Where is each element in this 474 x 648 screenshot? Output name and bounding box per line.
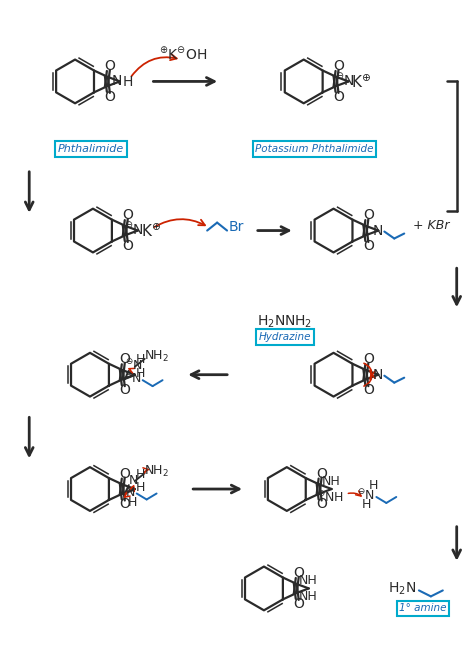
Text: NH$_2$: NH$_2$ (144, 349, 169, 364)
Text: O: O (363, 239, 374, 253)
Text: + KBr: + KBr (412, 219, 449, 232)
Text: O: O (293, 566, 304, 580)
Text: O: O (316, 467, 327, 481)
Text: O: O (363, 208, 374, 222)
Text: Potassium Phthalimide: Potassium Phthalimide (255, 144, 374, 154)
Text: $^{\ominus}$N: $^{\ominus}$N (335, 72, 355, 89)
Text: Hydrazine: Hydrazine (258, 332, 311, 342)
Text: K$^{\oplus}$: K$^{\oplus}$ (141, 223, 161, 240)
Text: N: N (126, 486, 136, 499)
Text: N: N (129, 474, 138, 487)
Text: N: N (112, 75, 122, 88)
Text: H: H (136, 468, 146, 481)
Text: O: O (119, 467, 130, 481)
Text: $^{\oplus}$K$^{\ominus}$OH: $^{\oplus}$K$^{\ominus}$OH (159, 45, 208, 62)
Text: H$_2$N: H$_2$N (388, 580, 416, 597)
Text: H: H (123, 75, 133, 89)
Text: $^{\ominus}$N: $^{\ominus}$N (124, 371, 142, 386)
Text: NH: NH (299, 590, 317, 603)
Text: $^{\ominus}$N: $^{\ominus}$N (357, 487, 375, 502)
Text: H: H (369, 479, 378, 492)
Text: H: H (362, 498, 371, 511)
Text: $^{\oplus}$NH: $^{\oplus}$NH (317, 489, 344, 504)
Text: O: O (119, 353, 130, 366)
Text: N: N (372, 367, 383, 382)
Text: O: O (122, 208, 133, 222)
Text: H: H (136, 481, 146, 494)
Text: O: O (104, 90, 115, 104)
Text: Br: Br (228, 220, 244, 233)
Text: K$^{\oplus}$: K$^{\oplus}$ (351, 74, 372, 91)
Text: H: H (136, 353, 146, 366)
Text: $^{\ominus}$N: $^{\ominus}$N (124, 221, 144, 238)
Text: N: N (372, 224, 383, 238)
Text: O: O (333, 59, 344, 73)
Text: O: O (104, 59, 115, 73)
Text: NH$_2$: NH$_2$ (144, 463, 169, 479)
Text: O: O (122, 239, 133, 253)
Text: O: O (363, 383, 374, 397)
Text: NH: NH (321, 474, 340, 487)
Text: O: O (363, 353, 374, 366)
Text: O: O (316, 498, 327, 511)
Text: NH: NH (299, 574, 317, 587)
Text: 1° amine: 1° amine (399, 603, 447, 613)
Text: O: O (119, 498, 130, 511)
Text: O: O (293, 597, 304, 611)
Text: Phthalimide: Phthalimide (58, 144, 124, 154)
Text: O: O (333, 90, 344, 104)
Text: O: O (119, 383, 130, 397)
Text: H: H (128, 496, 137, 509)
Text: $^{\ominus}$N: $^{\ominus}$N (125, 358, 143, 373)
Text: H: H (136, 367, 146, 380)
Text: H$_2$NNH$_2$: H$_2$NNH$_2$ (257, 314, 312, 330)
